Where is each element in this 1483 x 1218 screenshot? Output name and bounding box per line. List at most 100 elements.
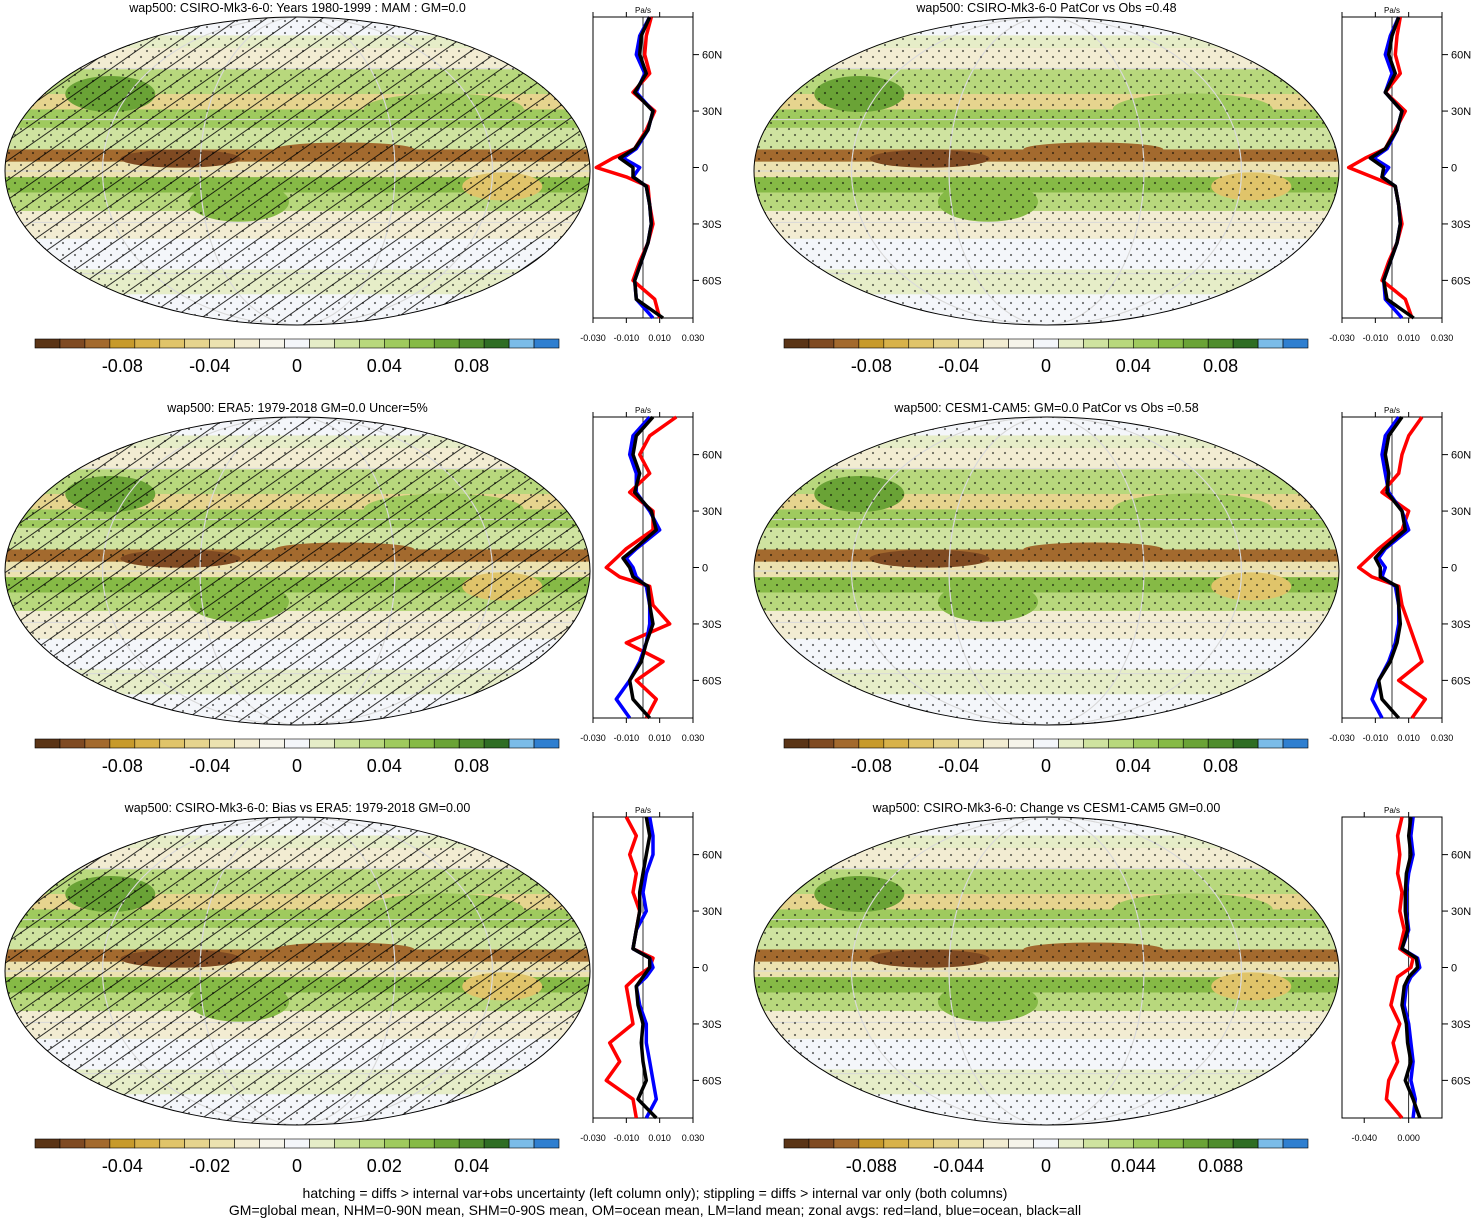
colorbar-swatch (808, 738, 835, 749)
colorbar-swatch (84, 1138, 111, 1149)
zonal-xtick-label: -0.010 (1363, 733, 1389, 743)
colorbar-swatch (1182, 1138, 1209, 1149)
zonal-ytick-label: 30S (1451, 1019, 1471, 1031)
colorbar-swatch (783, 338, 810, 349)
colorbar-tick-label: 0.088 (1198, 1156, 1243, 1176)
colorbar-swatch (334, 738, 360, 749)
zonal-xtick-label: -0.030 (1329, 333, 1355, 343)
colorbar-swatch (983, 338, 1009, 349)
colorbar-swatch (284, 738, 310, 749)
colorbar-tick-label: 0.044 (1111, 1156, 1156, 1176)
colorbar-swatch (159, 738, 186, 749)
zonal-ytick-label: 60N (1451, 450, 1471, 462)
colorbar-swatch (109, 1138, 136, 1149)
chart-panel-4: wap500: CESM1-CAM5: GM=0.0 PatCor vs Obs… (753, 401, 1471, 776)
colorbar-swatch (1207, 738, 1234, 749)
zonal-ytick-label: 60S (1451, 275, 1471, 287)
zonal-ytick-label: 0 (1451, 163, 1457, 175)
colorbar-tick-label: -0.04 (938, 356, 979, 376)
colorbar-swatch (384, 1138, 410, 1149)
colorbar-swatch (1257, 738, 1284, 749)
zonal-curve-all (617, 16, 665, 320)
map-title: wap500: CSIRO-Mk3-6-0: Years 1980-1999 :… (128, 1, 466, 15)
colorbar-swatch (234, 738, 260, 749)
colorbar-tick-label: 0 (1041, 1156, 1051, 1176)
colorbar-tick-label: 0.08 (1203, 756, 1238, 776)
colorbar-swatch (109, 338, 136, 349)
colorbar-swatch (833, 738, 860, 749)
chart-panel-5: wap500: CSIRO-Mk3-6-0: Bias vs ERA5: 197… (4, 801, 722, 1176)
zonal-xtick-label: 0.010 (648, 1133, 671, 1143)
colorbar-swatch (359, 1138, 385, 1149)
zonal-xtick-label: 0.010 (648, 733, 671, 743)
colorbar-swatch (1033, 338, 1059, 349)
colorbar-tick-label: -0.08 (102, 756, 143, 776)
colorbar-swatch (334, 338, 360, 349)
zonal-xtick-label: 0.030 (682, 333, 705, 343)
zonal-ytick-label: 30S (702, 1019, 722, 1031)
colorbar-swatch (1108, 738, 1134, 749)
zonal-xtick-label: -0.010 (614, 333, 640, 343)
zonal-xtick-label: -0.010 (1363, 333, 1389, 343)
colorbar-swatch (159, 338, 186, 349)
zonal-xtick-label: -0.030 (580, 733, 606, 743)
colorbar-swatch (1157, 338, 1184, 349)
colorbar-tick-label: 0.08 (1203, 356, 1238, 376)
colorbar-swatch (1033, 1138, 1059, 1149)
chart-panel-2: wap500: CSIRO-Mk3-6-0 PatCor vs Obs =0.4… (753, 1, 1471, 376)
colorbar-swatch (483, 738, 510, 749)
colorbar-swatch (858, 738, 885, 749)
colorbar-tick-label: 0.04 (367, 356, 402, 376)
colorbar-swatch (933, 1138, 959, 1149)
chart-panel-3: wap500: ERA5: 1979-2018 GM=0.0 Uncer=5% -… (4, 401, 722, 776)
colorbar-swatch (209, 738, 235, 749)
colorbar-swatch (284, 1138, 310, 1149)
zonal-ytick-label: 60N (1451, 850, 1471, 862)
colorbar-tick-label: -0.08 (102, 356, 143, 376)
zonal-ytick-label: 60N (702, 850, 722, 862)
colorbar-tick-label: 0.08 (454, 356, 489, 376)
zonal-ytick-label: 30N (702, 106, 722, 118)
colorbar-swatch (783, 1138, 810, 1149)
colorbar-swatch (359, 338, 385, 349)
stippling-overlay (754, 17, 1339, 325)
colorbar-tick-label: 0.02 (367, 1156, 402, 1176)
colorbar-swatch (783, 738, 810, 749)
zonal-curve-land (594, 16, 662, 319)
colorbar-swatch (483, 1138, 510, 1149)
zonal-ytick-label: 60S (702, 1075, 722, 1087)
colorbar-tick-label: 0 (292, 356, 302, 376)
zonal-ytick-label: 60N (702, 450, 722, 462)
colorbar-swatch (234, 338, 260, 349)
zonal-curve-ocean (1400, 816, 1422, 1119)
zonal-ytick-label: 30S (702, 219, 722, 231)
colorbar-swatch (184, 738, 210, 749)
zonal-ytick-label: 30S (702, 619, 722, 631)
colorbar-swatch (1033, 738, 1059, 749)
zonal-units: Pa/s (635, 6, 651, 15)
colorbar-swatch (1207, 338, 1234, 349)
footer-note-legend: GM=global mean, NHM=0-90N mean, SHM=0-90… (228, 1202, 1082, 1218)
colorbar-swatch (259, 338, 285, 349)
zonal-xtick-label: -0.010 (614, 733, 640, 743)
colorbar-swatch (309, 738, 335, 749)
colorbar-swatch (508, 1138, 535, 1149)
colorbar-swatch (458, 1138, 485, 1149)
zonal-ytick-label: 30N (702, 506, 722, 518)
zonal-units: Pa/s (635, 806, 651, 815)
zonal-curve-all (621, 415, 659, 720)
colorbar-swatch (958, 338, 984, 349)
colorbar-swatch (983, 738, 1009, 749)
zonal-xtick-label: -0.030 (1329, 733, 1355, 743)
colorbar-swatch (458, 738, 485, 749)
colorbar-swatch (184, 1138, 210, 1149)
colorbar-swatch (159, 1138, 186, 1149)
map-border (4, 416, 591, 726)
colorbar-swatch (59, 338, 86, 349)
colorbar-swatch (284, 338, 310, 349)
colorbar-swatch (184, 338, 210, 349)
zonal-xtick-label: 0.000 (1397, 1133, 1420, 1143)
zonal-curve-ocean (614, 415, 662, 720)
map-field (5, 17, 590, 325)
zonal-curve-land (1346, 16, 1414, 319)
